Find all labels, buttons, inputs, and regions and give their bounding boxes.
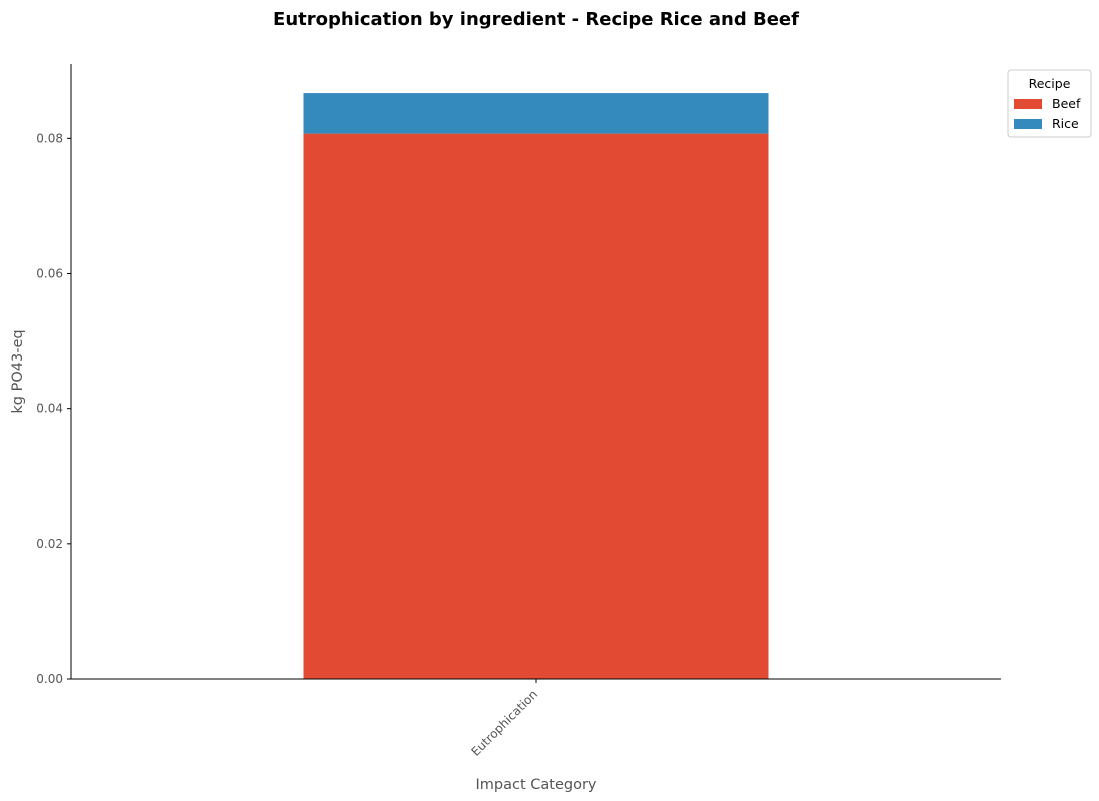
legend-swatch-beef (1014, 99, 1042, 109)
y-tick-label: 0.04 (36, 402, 63, 416)
chart-title: Eutrophication by ingredient - Recipe Ri… (273, 9, 799, 30)
legend-title: Recipe (1029, 76, 1071, 91)
y-tick-label: 0.08 (36, 131, 63, 145)
legend-label-beef: Beef (1052, 96, 1081, 111)
y-tick-label: 0.02 (36, 537, 63, 551)
bar-rice (303, 93, 769, 134)
y-tick-label: 0.06 (36, 267, 63, 281)
legend: Recipe Beef Rice (1007, 69, 1092, 138)
y-tick-label: 0.00 (36, 672, 63, 686)
y-axis-label: kg PO43-eq (10, 329, 26, 413)
bar-beef (303, 133, 769, 680)
bars-group (303, 93, 769, 680)
legend-swatch-rice (1014, 119, 1042, 129)
y-ticks-group: 0.00 0.02 0.04 0.06 0.08 (36, 131, 71, 686)
x-ticks-group: Eutrophication (468, 679, 540, 759)
x-axis-label: Impact Category (476, 777, 597, 793)
legend-label-rice: Rice (1052, 116, 1079, 131)
x-tick-label: Eutrophication (468, 687, 540, 759)
legend-items: Beef Rice (1014, 96, 1081, 131)
